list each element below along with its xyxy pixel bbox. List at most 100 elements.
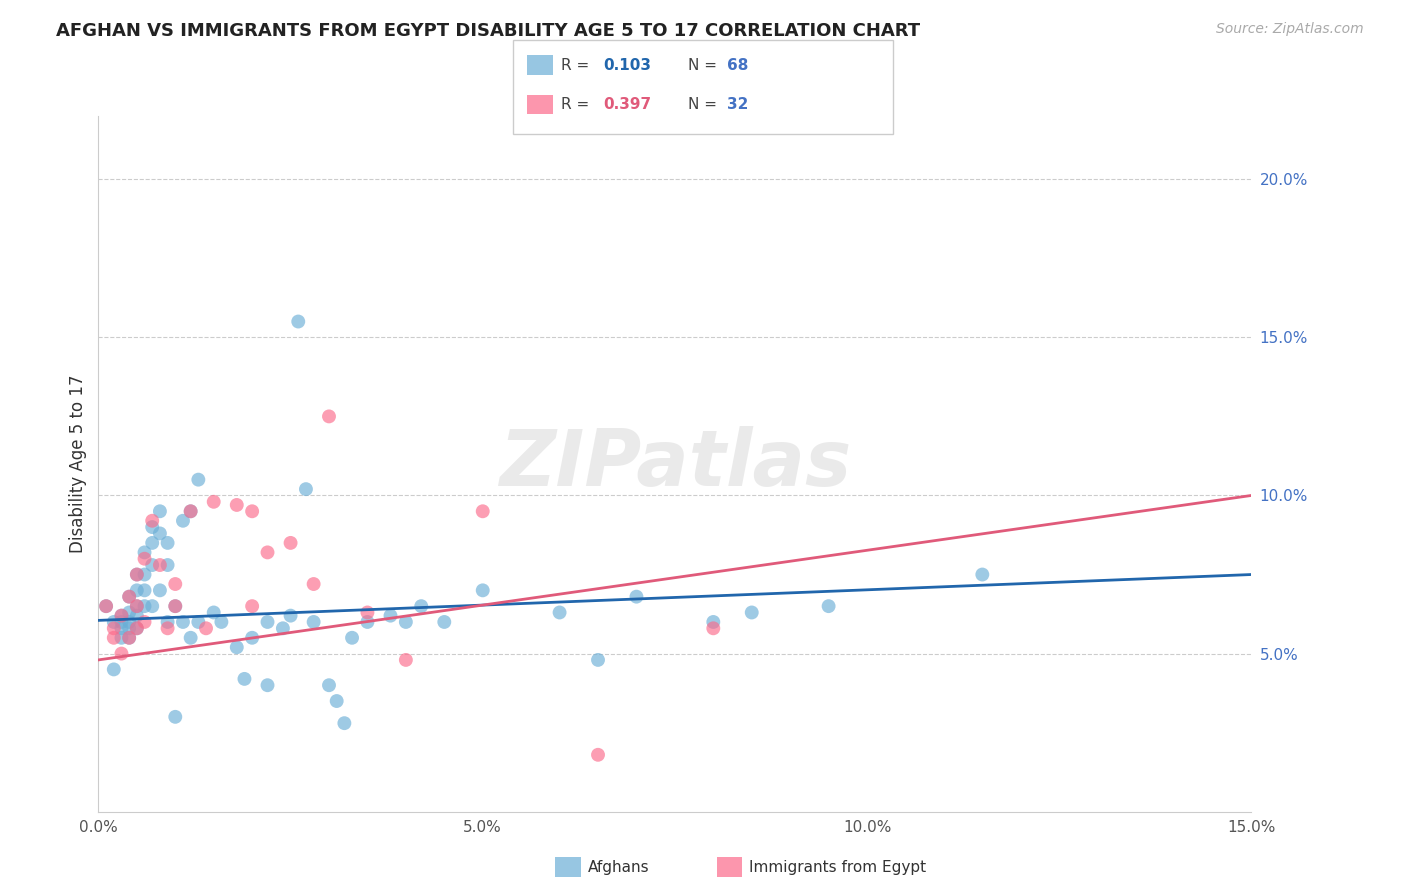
Point <box>240 504 263 518</box>
Point <box>110 621 132 635</box>
Text: N =: N = <box>688 97 721 112</box>
Point <box>94 599 117 614</box>
Point <box>134 583 156 598</box>
Point <box>141 514 163 528</box>
Point <box>180 504 202 518</box>
Point <box>118 631 141 645</box>
Point <box>165 599 187 614</box>
Point <box>333 716 356 731</box>
Point <box>302 615 325 629</box>
Point <box>180 504 202 518</box>
Point <box>471 504 494 518</box>
Point <box>118 590 141 604</box>
Point <box>134 567 156 582</box>
Point <box>411 599 433 614</box>
Text: N =: N = <box>688 58 721 72</box>
Point <box>325 694 347 708</box>
Point <box>586 653 609 667</box>
Point <box>318 678 340 692</box>
Text: 32: 32 <box>727 97 748 112</box>
Point <box>141 520 163 534</box>
Point <box>256 615 278 629</box>
Point <box>125 608 148 623</box>
Point <box>156 558 179 572</box>
Point <box>240 599 263 614</box>
Point <box>110 615 132 629</box>
Point <box>195 621 218 635</box>
Point <box>118 590 141 604</box>
Point <box>118 621 141 635</box>
Point <box>125 599 148 614</box>
Point <box>103 621 125 635</box>
Point <box>134 615 156 629</box>
Point <box>187 615 209 629</box>
Point <box>125 599 148 614</box>
Point <box>972 567 994 582</box>
Text: R =: R = <box>561 97 595 112</box>
Point <box>125 567 148 582</box>
Point <box>395 653 418 667</box>
Point <box>125 621 148 635</box>
Point <box>141 599 163 614</box>
Point <box>702 615 724 629</box>
Text: Source: ZipAtlas.com: Source: ZipAtlas.com <box>1216 22 1364 37</box>
Point <box>149 558 172 572</box>
Point <box>110 608 132 623</box>
Point <box>225 640 247 655</box>
Point <box>356 606 378 620</box>
Point <box>94 599 117 614</box>
Point <box>180 631 202 645</box>
Point <box>141 536 163 550</box>
Point <box>225 498 247 512</box>
Point <box>172 615 194 629</box>
Point <box>280 608 302 623</box>
Point <box>165 577 187 591</box>
Text: Afghans: Afghans <box>588 860 650 874</box>
Point <box>302 577 325 591</box>
Point <box>118 615 141 629</box>
Point <box>256 545 278 559</box>
Point <box>165 710 187 724</box>
Point <box>125 583 148 598</box>
Point <box>103 631 125 645</box>
Point <box>110 631 132 645</box>
Point <box>134 599 156 614</box>
Point <box>172 514 194 528</box>
Point <box>141 558 163 572</box>
Text: 0.397: 0.397 <box>603 97 651 112</box>
Point <box>202 606 225 620</box>
Point <box>586 747 609 762</box>
Point <box>741 606 763 620</box>
Point <box>156 536 179 550</box>
Point <box>134 545 156 559</box>
Point <box>817 599 839 614</box>
Text: 0.103: 0.103 <box>603 58 651 72</box>
Point <box>156 615 179 629</box>
Point <box>134 551 156 566</box>
Point <box>340 631 363 645</box>
Point <box>202 495 225 509</box>
Text: Immigrants from Egypt: Immigrants from Egypt <box>749 860 927 874</box>
Y-axis label: Disability Age 5 to 17: Disability Age 5 to 17 <box>69 375 87 553</box>
Text: R =: R = <box>561 58 595 72</box>
Point <box>395 615 418 629</box>
Text: AFGHAN VS IMMIGRANTS FROM EGYPT DISABILITY AGE 5 TO 17 CORRELATION CHART: AFGHAN VS IMMIGRANTS FROM EGYPT DISABILI… <box>56 22 921 40</box>
Point <box>433 615 456 629</box>
Point <box>271 621 294 635</box>
Point <box>149 504 172 518</box>
Point <box>149 526 172 541</box>
Point <box>125 621 148 635</box>
Point <box>187 473 209 487</box>
Point <box>471 583 494 598</box>
Point <box>548 606 571 620</box>
Point <box>110 608 132 623</box>
Point <box>380 608 402 623</box>
Point <box>103 662 125 676</box>
Point <box>156 621 179 635</box>
Point <box>295 482 318 496</box>
Point <box>165 599 187 614</box>
Point <box>118 631 141 645</box>
Point <box>356 615 378 629</box>
Text: 68: 68 <box>727 58 748 72</box>
Point <box>702 621 724 635</box>
